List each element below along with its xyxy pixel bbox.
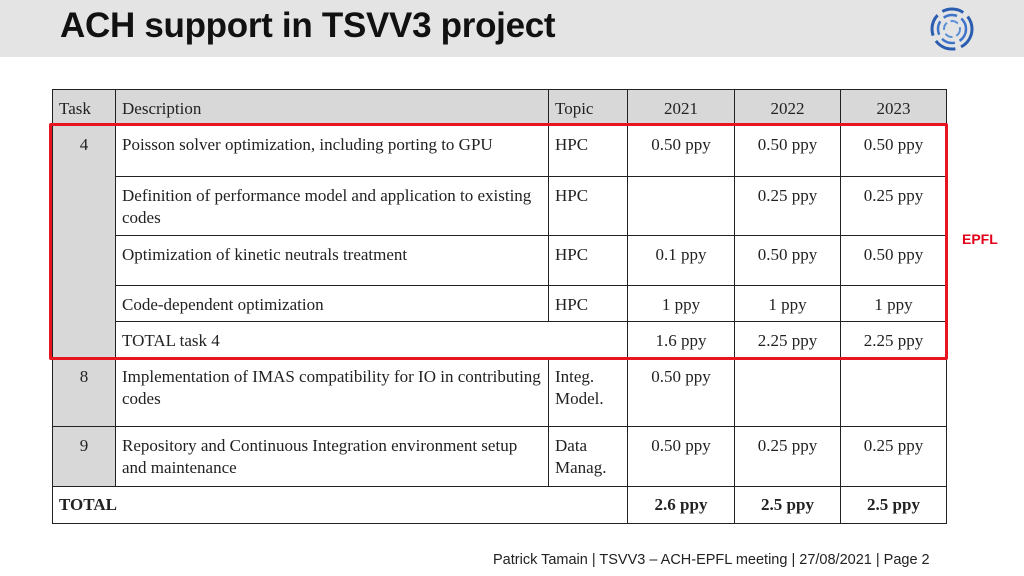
value-2023: 0.50 ppy bbox=[840, 235, 947, 286]
task4-total-2023: 2.25 ppy bbox=[840, 321, 947, 358]
header-task: Task bbox=[52, 89, 116, 126]
task-number-9: 9 bbox=[52, 426, 116, 487]
value-2021 bbox=[627, 176, 735, 236]
description-cell: Optimization of kinetic neutrals treatme… bbox=[115, 235, 549, 286]
table-row: 8 Implementation of IMAS compatibility f… bbox=[52, 357, 947, 427]
slide-footer: Patrick Tamain | TSVV3 – ACH-EPFL meetin… bbox=[493, 552, 930, 568]
value-2023 bbox=[840, 357, 947, 427]
topic-cell: HPC bbox=[548, 285, 628, 322]
task4-total-row: TOTAL task 4 1.6 ppy 2.25 ppy 2.25 ppy bbox=[53, 321, 947, 358]
grand-total-row: TOTAL 2.6 ppy 2.5 ppy 2.5 ppy bbox=[52, 486, 947, 524]
header-2023: 2023 bbox=[840, 89, 947, 126]
table-row: Optimization of kinetic neutrals treatme… bbox=[53, 235, 947, 286]
header-topic: Topic bbox=[548, 89, 628, 126]
grand-total-label: TOTAL bbox=[52, 486, 628, 524]
task4-total-2021: 1.6 ppy bbox=[627, 321, 735, 358]
task4-total-2022: 2.25 ppy bbox=[734, 321, 841, 358]
description-cell: Poisson solver optimization, including p… bbox=[115, 125, 549, 177]
description-cell: Implementation of IMAS compatibility for… bbox=[115, 357, 549, 427]
value-2023: 0.25 ppy bbox=[840, 176, 947, 236]
title-bar: ACH support in TSVV3 project bbox=[0, 0, 1024, 57]
value-2022: 0.50 ppy bbox=[734, 125, 841, 177]
table-row: 4 Poisson solver optimization, including… bbox=[52, 125, 947, 358]
header-2022: 2022 bbox=[734, 89, 841, 126]
table-row: Code-dependent optimization HPC 1 ppy 1 … bbox=[53, 285, 947, 322]
topic-cell: HPC bbox=[548, 176, 628, 236]
value-2021: 0.50 ppy bbox=[627, 426, 735, 487]
description-cell: Definition of performance model and appl… bbox=[115, 176, 549, 236]
value-2023: 0.25 ppy bbox=[840, 426, 947, 487]
value-2021: 0.50 ppy bbox=[627, 125, 735, 177]
value-2022 bbox=[734, 357, 841, 427]
value-2022: 0.50 ppy bbox=[734, 235, 841, 286]
table-row: 9 Repository and Continuous Integration … bbox=[52, 426, 947, 487]
header-2021: 2021 bbox=[627, 89, 735, 126]
grand-total-2023: 2.5 ppy bbox=[840, 486, 947, 524]
topic-cell: HPC bbox=[548, 235, 628, 286]
grand-total-2021: 2.6 ppy bbox=[627, 486, 735, 524]
slide-title: ACH support in TSVV3 project bbox=[60, 6, 556, 45]
epfl-label: EPFL bbox=[962, 231, 998, 247]
value-2022: 0.25 ppy bbox=[734, 176, 841, 236]
organization-logo-icon bbox=[930, 7, 974, 51]
table-row: Definition of performance model and appl… bbox=[53, 176, 947, 236]
grand-total-2022: 2.5 ppy bbox=[734, 486, 841, 524]
value-2023: 0.50 ppy bbox=[840, 125, 947, 177]
value-2021: 1 ppy bbox=[627, 285, 735, 322]
value-2022: 0.25 ppy bbox=[734, 426, 841, 487]
table-header-row: Task Description Topic 2021 2022 2023 bbox=[52, 89, 947, 126]
value-2022: 1 ppy bbox=[734, 285, 841, 322]
value-2023: 1 ppy bbox=[840, 285, 947, 322]
task-number-4: 4 bbox=[52, 125, 116, 358]
task-number-8: 8 bbox=[52, 357, 116, 427]
description-cell: Code-dependent optimization bbox=[115, 285, 549, 322]
task4-total-label: TOTAL task 4 bbox=[115, 321, 628, 358]
value-2021: 0.50 ppy bbox=[627, 357, 735, 427]
header-description: Description bbox=[115, 89, 549, 126]
topic-cell: Data Manag. bbox=[548, 426, 628, 487]
task-table: Task Description Topic 2021 2022 2023 4 … bbox=[52, 89, 947, 524]
topic-cell: Integ. Model. bbox=[548, 357, 628, 427]
topic-cell: HPC bbox=[548, 125, 628, 177]
description-cell: Repository and Continuous Integration en… bbox=[115, 426, 549, 487]
value-2021: 0.1 ppy bbox=[627, 235, 735, 286]
